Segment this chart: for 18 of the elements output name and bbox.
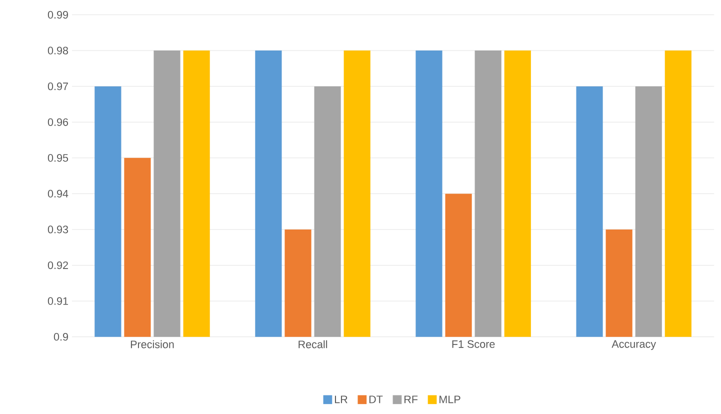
y-tick-label: 0.98 [48, 46, 68, 55]
y-tick-label: 0.97 [48, 82, 68, 90]
x-tick-label: Accuracy [612, 340, 656, 350]
x-tick-label: Recall [298, 340, 328, 348]
legend-label: MLP [440, 396, 460, 404]
legend-label: DT [369, 396, 383, 404]
legend-label: LR [334, 396, 348, 404]
y-tick-label: 0.94 [48, 190, 68, 198]
y-tick-label: 0.92 [48, 262, 68, 270]
x-tick-label: Precision [130, 340, 174, 348]
legend-label: RF [404, 396, 418, 404]
y-tick-label: 0.93 [48, 226, 68, 234]
y-tick-label: 0.99 [48, 11, 68, 19]
y-tick-label: 0.95 [48, 154, 68, 162]
x-tick-label: F1 Score [452, 340, 495, 348]
y-tick-label: 0.91 [48, 297, 68, 306]
y-tick-label: 0.9 [54, 333, 68, 341]
y-tick-label: 0.96 [48, 118, 68, 126]
